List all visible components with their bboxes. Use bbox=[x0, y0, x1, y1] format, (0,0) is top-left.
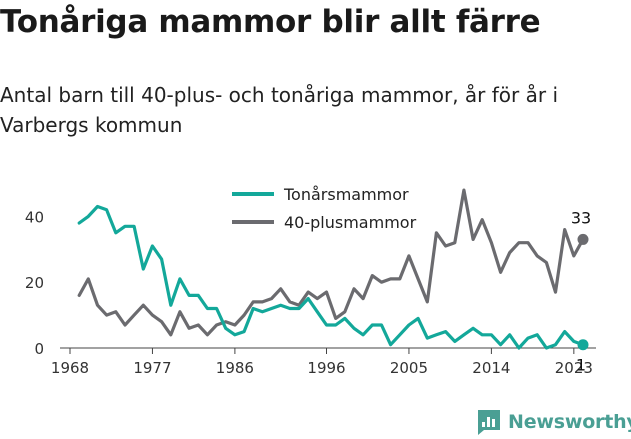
series-layer bbox=[77, 188, 589, 351]
chart-title: Tonåriga mammor blir allt färre bbox=[0, 4, 541, 40]
x-tick-label: 2023 bbox=[555, 359, 593, 377]
legend-label-tonarsmammor: Tonårsmammor bbox=[283, 185, 409, 204]
end-value-label: 1 bbox=[576, 356, 586, 375]
brand-logo: Newsworthy bbox=[476, 407, 631, 437]
x-tick-label: 1977 bbox=[133, 359, 171, 377]
x-tick-label: 1968 bbox=[51, 359, 89, 377]
y-tick-label: 20 bbox=[25, 274, 44, 292]
x-tick-label: 2014 bbox=[472, 359, 510, 377]
annotation-layer: 33 1 bbox=[571, 208, 591, 374]
axis-layer: 1968 1977 1986 1996 2005 2014 2023 0 20 40 bbox=[25, 208, 596, 377]
x-tick-label: 2005 bbox=[390, 359, 428, 377]
series-line-tonarsmammor bbox=[77, 204, 585, 350]
legend: Tonårsmammor 40-plusmammor bbox=[232, 185, 417, 232]
y-tick-label: 0 bbox=[34, 340, 44, 358]
end-point-40-plusmammor bbox=[577, 233, 589, 245]
end-value-label: 33 bbox=[571, 208, 591, 227]
brand-name: Newsworthy bbox=[508, 411, 631, 433]
series-line-40-plusmammor bbox=[77, 188, 585, 337]
y-tick-label: 40 bbox=[25, 208, 44, 226]
legend-label-40-plusmammor: 40-plusmammor bbox=[284, 213, 417, 232]
newsworthy-logo-icon bbox=[478, 410, 500, 435]
x-tick-label: 1996 bbox=[307, 359, 345, 377]
chart-subtitle: Antal barn till 40-plus- och tonåriga ma… bbox=[0, 83, 559, 137]
x-tick-label: 1986 bbox=[216, 359, 254, 377]
end-point-tonarsmammor bbox=[577, 339, 589, 351]
